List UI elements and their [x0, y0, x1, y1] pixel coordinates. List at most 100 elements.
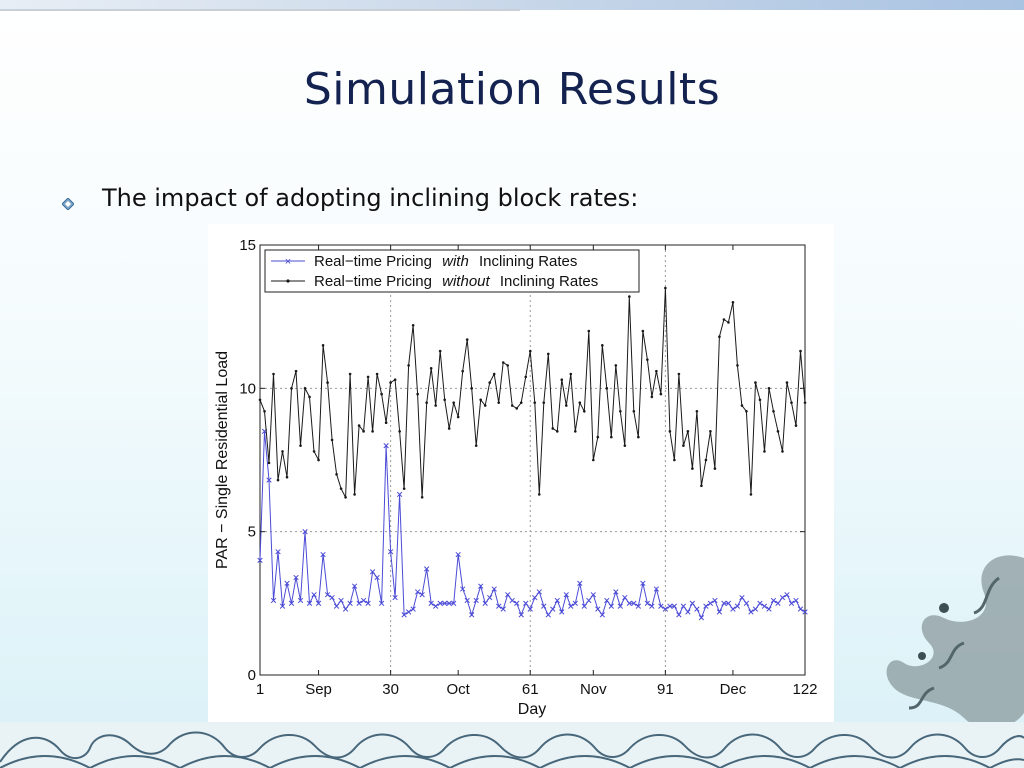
data-point-with	[324, 592, 331, 598]
data-point-with	[279, 603, 286, 609]
top-divider-line	[0, 9, 520, 11]
data-point-without	[456, 415, 460, 419]
legend-with-italic: with	[442, 253, 469, 270]
legend-without-name: Real−time Pricing	[314, 273, 432, 290]
data-point-without	[619, 409, 622, 413]
data-point-with	[288, 600, 295, 606]
data-point-with	[342, 606, 349, 612]
data-point-with	[306, 600, 313, 606]
data-point-without	[691, 467, 694, 470]
data-point-without	[344, 495, 347, 499]
data-point-without	[551, 427, 555, 430]
data-point-without	[501, 361, 505, 364]
data-point-without	[542, 401, 546, 404]
data-point-without	[443, 398, 446, 402]
top-accent-bar	[0, 0, 1024, 10]
data-point-without	[605, 387, 609, 390]
data-point-without	[429, 366, 433, 370]
data-point-with	[378, 600, 385, 606]
data-point-without	[646, 358, 649, 361]
data-point-with	[514, 600, 520, 606]
data-point-with	[460, 586, 466, 592]
data-point-without	[673, 458, 676, 462]
data-point-without	[754, 381, 757, 384]
data-point-with	[320, 551, 326, 558]
data-point-without	[366, 375, 370, 379]
data-point-without	[411, 323, 415, 327]
data-point-without	[564, 404, 568, 407]
data-point-without	[348, 372, 352, 376]
data-point-without	[357, 424, 361, 427]
data-point-without	[637, 435, 640, 439]
data-point-without	[353, 493, 356, 496]
data-point-with	[694, 606, 700, 612]
data-point-without	[492, 372, 496, 376]
data-point-without	[479, 398, 483, 402]
x-tick-label: 122	[792, 681, 817, 698]
data-point-without	[772, 409, 775, 413]
data-point-with	[541, 603, 547, 609]
data-point-with	[653, 586, 660, 592]
data-point-with	[676, 612, 682, 618]
data-point-without	[727, 321, 730, 324]
data-point-without	[582, 409, 586, 413]
data-point-without	[641, 329, 645, 333]
data-point-without	[362, 430, 365, 433]
x-tick-label: 30	[382, 681, 399, 698]
data-point-with	[779, 594, 786, 601]
x-tick-label: Nov	[580, 681, 607, 698]
data-point-without	[281, 450, 284, 453]
data-point-without	[272, 372, 275, 376]
data-point-with	[500, 606, 506, 612]
legend-marker-without	[286, 279, 290, 283]
data-point-without	[276, 478, 280, 482]
data-point-without	[285, 475, 289, 479]
data-point-without	[290, 387, 293, 390]
data-point-with	[703, 603, 709, 609]
data-point-with	[640, 580, 646, 586]
data-point-without	[438, 349, 442, 353]
legend-with-name: Real−time Pricing	[314, 253, 432, 270]
data-point-with	[351, 583, 358, 589]
data-point-without	[447, 427, 451, 430]
data-point-without	[790, 401, 793, 404]
data-point-without	[700, 484, 703, 488]
data-point-without	[668, 430, 672, 433]
data-point-with	[383, 443, 389, 449]
x-tick-label: 1	[256, 681, 264, 698]
data-point-with	[766, 606, 772, 612]
data-point-without	[425, 401, 428, 404]
data-point-with	[563, 592, 569, 598]
data-point-without	[393, 378, 397, 382]
data-point-with	[581, 603, 587, 609]
data-point-without	[578, 401, 582, 404]
data-point-with	[784, 592, 790, 598]
data-point-with	[266, 477, 272, 483]
data-point-with	[302, 529, 308, 535]
data-point-without	[704, 458, 708, 462]
data-point-with	[716, 609, 723, 615]
dragon-ornament	[886, 555, 1024, 730]
data-point-without	[267, 461, 271, 465]
data-point-with	[788, 600, 795, 606]
data-point-without	[380, 392, 383, 396]
data-point-with	[437, 600, 443, 606]
legend-box	[264, 249, 640, 293]
data-point-without	[745, 409, 748, 413]
bullet-text: The impact of adopting inclining block r…	[102, 184, 639, 212]
data-point-without	[528, 349, 532, 353]
data-point-without	[258, 398, 262, 402]
data-point-with	[604, 597, 610, 604]
data-point-without	[452, 401, 455, 404]
data-point-with	[487, 594, 493, 601]
data-point-with	[631, 600, 637, 606]
data-point-without	[650, 395, 654, 399]
data-point-without	[474, 444, 478, 447]
data-point-with	[423, 566, 430, 572]
data-point-without	[781, 450, 784, 453]
data-point-with	[730, 606, 736, 612]
data-point-with	[401, 612, 407, 618]
data-point-without	[623, 444, 627, 447]
data-point-with	[455, 551, 461, 558]
data-point-with	[743, 600, 750, 606]
